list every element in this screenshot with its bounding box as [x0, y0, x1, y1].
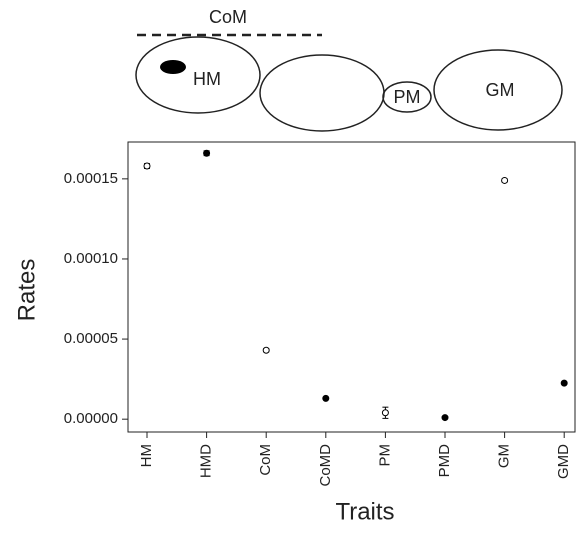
marker [560, 379, 568, 387]
ellipse [433, 49, 563, 131]
diagram [135, 33, 563, 132]
x-tick-label: CoM [257, 444, 274, 476]
data-point [143, 162, 151, 170]
y-axis-label: Rates [13, 259, 40, 322]
x-tick-label: GM [496, 444, 513, 468]
x-tick-label: GMD [555, 444, 572, 479]
diagram-label: HM [193, 69, 221, 89]
diagram-labels: CoM HM PM GM [193, 7, 515, 107]
data-point [501, 176, 509, 184]
marker [501, 176, 509, 184]
data-point [560, 379, 568, 387]
data-point [381, 406, 389, 419]
data-point [203, 149, 211, 157]
y-tick-label: 0.00015 [64, 170, 118, 187]
diagram-label: GM [486, 80, 515, 100]
ellipse [259, 54, 385, 132]
data-point [441, 414, 449, 422]
diagram-label: CoM [209, 7, 247, 27]
marker [381, 409, 389, 417]
y-tick-label: 0.00010 [64, 250, 118, 267]
y-tick-label: 0.00000 [64, 410, 118, 427]
x-tick-label: PMD [436, 444, 453, 478]
ellipse [382, 81, 432, 113]
x-tick-label: PM [376, 444, 393, 467]
blob [160, 60, 186, 74]
x-tick-label: HMD [198, 444, 215, 478]
marker [441, 414, 449, 422]
plot-frame [127, 141, 576, 433]
data-point [322, 394, 330, 402]
x-tick-label: HM [138, 444, 155, 467]
diagram-label: PM [394, 87, 421, 107]
marker [143, 162, 151, 170]
x-tick-label: CoMD [317, 444, 334, 487]
data-point [262, 346, 270, 354]
marker [262, 346, 270, 354]
ellipse [135, 36, 261, 114]
y-tick-label: 0.00005 [64, 330, 118, 347]
marker [322, 394, 330, 402]
marker [203, 149, 211, 157]
x-axis-label: Traits [335, 498, 394, 525]
